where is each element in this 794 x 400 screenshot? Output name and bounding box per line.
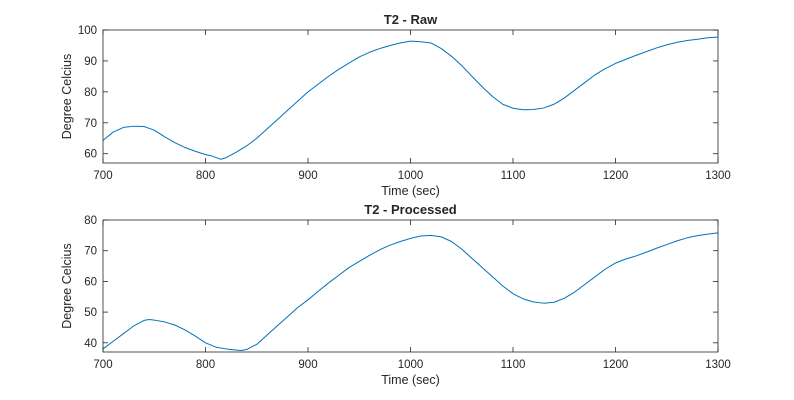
- processed-plot-area: [103, 220, 718, 352]
- raw-y-tick-label: 70: [84, 118, 97, 130]
- raw-plot-area: [103, 30, 718, 163]
- processed-x-tick-label: 1300: [705, 359, 731, 371]
- raw-x-tick-label: 800: [196, 170, 215, 182]
- processed-x-tick-label: 1100: [501, 359, 526, 371]
- processed-chart-title: T2 - Processed: [364, 202, 457, 217]
- axes-raw: 700 800 900 1000 1100 1200 1300 60 70 80 90 100 T2 -…: [60, 12, 731, 198]
- processed-y-tick-label: 50: [84, 307, 97, 319]
- processed-y-tick-label: 60: [84, 276, 97, 288]
- processed-y-tick-label: 70: [84, 246, 97, 258]
- raw-y-tick-label: 80: [84, 87, 97, 99]
- processed-x-tick-label: 1200: [603, 359, 629, 371]
- raw-y-tick-label: 100: [78, 25, 97, 37]
- processed-x-tick-label: 800: [196, 359, 215, 371]
- processed-y-tick-label: 40: [84, 338, 97, 350]
- raw-x-tick-label: 1100: [501, 170, 526, 182]
- axes-processed: 700 800 900 1000 1100 1200 1300 40 50 60 70 80 T2 - …: [60, 202, 731, 387]
- processed-x-axis-label: Time (sec): [381, 373, 440, 387]
- processed-x-tick-label: 1000: [398, 359, 424, 371]
- processed-series-line-0: [102, 232, 719, 351]
- raw-x-tick-label: 700: [93, 170, 112, 182]
- raw-chart-title: T2 - Raw: [384, 12, 438, 27]
- raw-x-axis-label: Time (sec): [381, 184, 440, 198]
- raw-x-tick-label: 900: [298, 170, 317, 182]
- raw-x-tick-label: 1000: [398, 170, 424, 182]
- processed-x-tick-label: 700: [93, 359, 112, 371]
- processed-x-tick-label: 900: [298, 359, 317, 371]
- processed-y-axis-label: Degree Celcius: [60, 243, 74, 328]
- raw-y-tick-label: 90: [84, 56, 97, 68]
- raw-series-line-0: [102, 36, 719, 160]
- raw-y-axis-label: Degree Celcius: [60, 54, 74, 139]
- processed-y-tick-label: 80: [84, 215, 97, 227]
- raw-x-tick-label: 1300: [705, 170, 731, 182]
- raw-x-tick-label: 1200: [603, 170, 629, 182]
- raw-y-tick-label: 60: [84, 149, 97, 161]
